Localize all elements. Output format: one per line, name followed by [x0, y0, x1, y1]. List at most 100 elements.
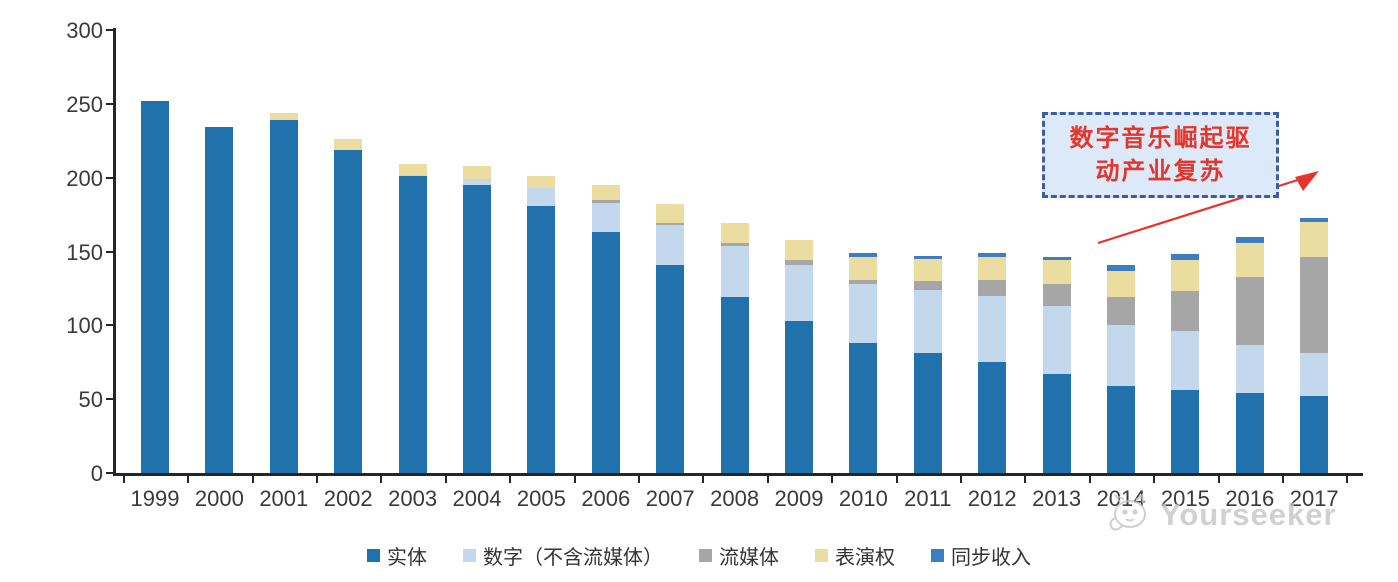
x-axis-label-2004: 2004 [452, 486, 502, 511]
y-axis-label: 100 [66, 313, 103, 339]
bar-2007-performance-segment [656, 204, 685, 224]
bar-2008-physical-segment [720, 297, 749, 473]
y-axis-label: 200 [66, 165, 103, 191]
bar-2016-streaming-segment [1235, 276, 1264, 345]
bar-2016 [1235, 236, 1264, 473]
bar-2017-performance-segment [1300, 222, 1329, 258]
bar-2012-performance-segment [978, 257, 1007, 280]
bar-2011-digital-segment [913, 289, 942, 354]
bar-2017-sync-segment [1300, 217, 1329, 222]
bar-2009-performance-segment [785, 239, 813, 261]
bar-2001 [269, 112, 298, 473]
x-axis-tick [895, 476, 898, 483]
bar-2009-digital-segment [785, 264, 813, 321]
x-axis-label-2011: 2011 [904, 486, 952, 511]
bar-2004-performance-segment [463, 165, 491, 180]
bar-2017 [1300, 217, 1329, 473]
bar-2012-physical-segment [978, 362, 1007, 473]
y-axis-line [113, 28, 116, 476]
x-axis-tick [380, 476, 383, 483]
watermark: Yourseeker [1106, 494, 1337, 536]
x-axis-tick [573, 476, 576, 483]
yourseeker-logo-icon [1109, 494, 1146, 531]
bar-2005 [527, 176, 556, 473]
x-axis-label-2017: 2017 [1289, 486, 1339, 511]
bar-2003 [398, 164, 427, 473]
x-axis-label-2001: 2001 [259, 486, 309, 511]
x-axis-tick [1217, 476, 1220, 483]
bar-2007-physical-segment [656, 264, 685, 473]
bar-2002-physical-segment [334, 149, 363, 473]
x-axis-label-2009: 2009 [774, 486, 824, 511]
legend-swatch-physical [367, 549, 380, 562]
y-axis-label: 0 [90, 461, 103, 486]
legend-item-performance: 表演权 [815, 541, 895, 570]
legend-label-streaming: 流媒体 [719, 547, 779, 569]
bar-2016-performance-segment [1235, 242, 1264, 277]
bar-2013-physical-segment [1042, 374, 1071, 473]
x-axis-tick [766, 476, 769, 483]
y-axis-tick [106, 102, 114, 105]
bar-2008-digital-segment [720, 245, 749, 298]
x-axis-tick [509, 476, 512, 483]
bar-1999 [141, 100, 169, 473]
x-axis-label-2015: 2015 [1160, 486, 1210, 511]
x-axis-tick [187, 476, 190, 483]
bar-2013-streaming-segment [1042, 284, 1071, 307]
bar-2009-physical-segment [785, 320, 813, 473]
bar-2004 [463, 165, 491, 473]
x-axis-tick [251, 476, 254, 483]
bar-2017-streaming-segment [1300, 257, 1329, 354]
legend-label-physical: 实体 [387, 547, 427, 569]
bar-2006-physical-segment [591, 232, 620, 473]
bar-2001-performance-segment [269, 112, 298, 121]
y-axis-tick [106, 324, 114, 327]
annotation-text-line1: 数字音乐崛起驱 [1069, 125, 1252, 152]
y-axis-label: 250 [66, 91, 103, 117]
bar-2003-physical-segment [398, 176, 427, 473]
bar-2016-physical-segment [1235, 393, 1264, 473]
bar-2003-digital-segment [398, 174, 427, 177]
bar-2014-digital-segment [1107, 325, 1135, 386]
y-axis-label: 50 [78, 387, 103, 413]
bar-2008 [720, 223, 749, 473]
y-axis-tick [106, 176, 114, 179]
bar-2002-performance-segment [334, 139, 363, 150]
bar-2015-streaming-segment [1171, 291, 1200, 332]
bar-2010 [849, 253, 878, 473]
x-axis-tick [122, 476, 125, 483]
x-axis-tick [960, 476, 962, 483]
bar-2006-performance-segment [591, 185, 620, 200]
x-axis-tick [316, 476, 318, 483]
y-axis-tick [106, 29, 114, 31]
x-axis-label-2003: 2003 [388, 486, 438, 511]
bar-2007-digital-segment [656, 224, 685, 265]
bar-2013-sync-segment [1042, 257, 1071, 261]
x-axis-label-2010: 2010 [838, 486, 888, 511]
bar-2011-streaming-segment [913, 281, 942, 290]
x-axis-tick [1024, 476, 1027, 483]
bar-2008-streaming-segment [720, 242, 749, 246]
watermark-text: Yourseeker [1160, 497, 1337, 532]
bar-2017-physical-segment [1300, 396, 1329, 473]
legend-item-digital: 数字（不含流媒体） [463, 541, 663, 570]
x-axis-label-2005: 2005 [516, 486, 566, 511]
y-axis-tick [106, 250, 114, 253]
bar-2001-physical-segment [269, 120, 298, 473]
y-axis-label: 150 [66, 239, 103, 265]
bar-2012 [978, 253, 1007, 473]
legend-label-sync: 同步收入 [951, 547, 1031, 569]
bar-2015-sync-segment [1171, 254, 1200, 261]
legend-swatch-digital [463, 549, 476, 562]
x-axis-label-2006: 2006 [581, 486, 631, 511]
legend-swatch-performance [815, 549, 828, 562]
bar-2011-performance-segment [913, 258, 942, 282]
bar-2005-performance-segment [527, 176, 556, 189]
x-axis-label-1999: 1999 [130, 486, 180, 511]
bar-2006-streaming-segment [591, 199, 620, 203]
bar-2011-physical-segment [913, 353, 942, 473]
bar-2013-digital-segment [1042, 306, 1071, 375]
bar-2009 [785, 239, 813, 473]
bar-2013-performance-segment [1042, 260, 1071, 285]
x-axis-label-2000: 2000 [194, 486, 244, 511]
